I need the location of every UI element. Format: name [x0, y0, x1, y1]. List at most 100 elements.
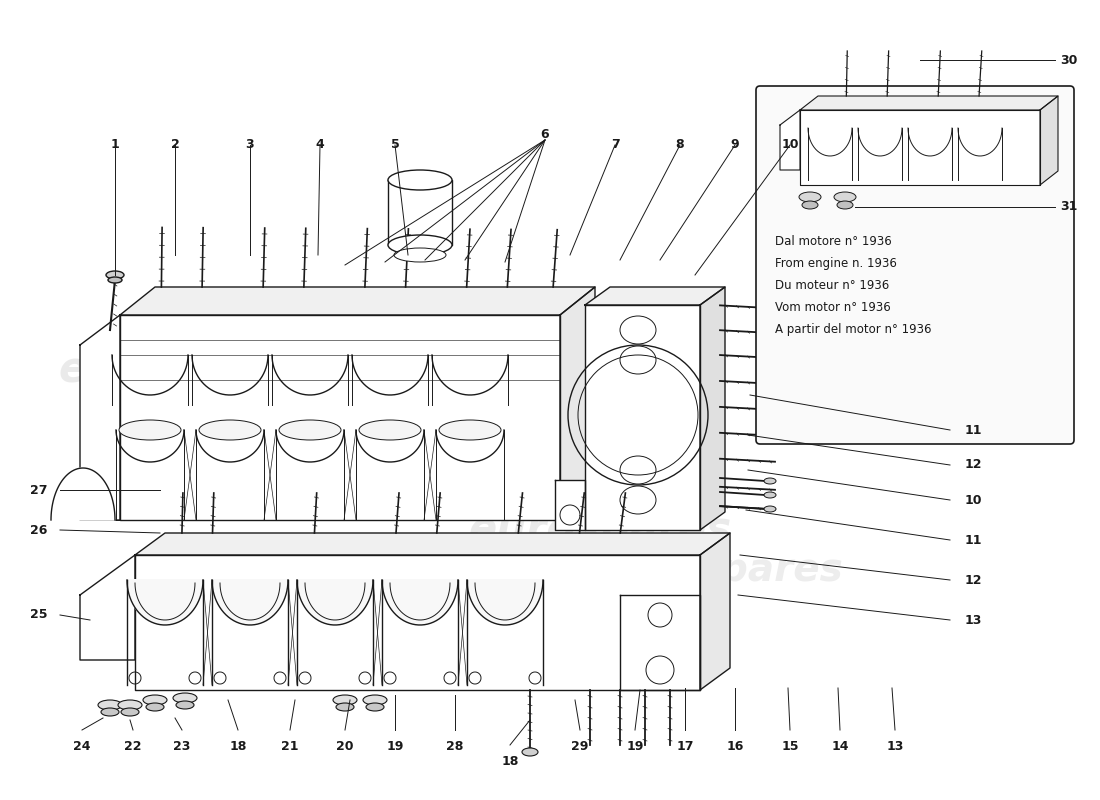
Ellipse shape — [121, 708, 139, 716]
Text: 7: 7 — [610, 138, 619, 151]
Polygon shape — [585, 287, 725, 305]
Text: 9: 9 — [730, 138, 739, 151]
Polygon shape — [212, 580, 288, 625]
Polygon shape — [468, 580, 543, 625]
Text: 26: 26 — [30, 523, 47, 537]
Ellipse shape — [802, 201, 818, 209]
Polygon shape — [120, 315, 560, 520]
Text: 29: 29 — [571, 740, 588, 753]
Ellipse shape — [119, 420, 182, 440]
Ellipse shape — [773, 309, 786, 315]
Text: 11: 11 — [965, 534, 982, 546]
Polygon shape — [51, 468, 116, 520]
Polygon shape — [80, 315, 120, 520]
Text: eurospares: eurospares — [469, 509, 732, 551]
Text: 30: 30 — [1060, 54, 1077, 66]
Ellipse shape — [834, 192, 856, 202]
Polygon shape — [135, 555, 700, 690]
Text: 18: 18 — [229, 740, 246, 753]
Ellipse shape — [101, 708, 119, 716]
Polygon shape — [700, 287, 725, 530]
Text: 19: 19 — [386, 740, 404, 753]
Ellipse shape — [764, 492, 776, 498]
Text: 11: 11 — [965, 423, 982, 437]
Polygon shape — [780, 110, 800, 170]
Ellipse shape — [173, 693, 197, 703]
Text: eurospares: eurospares — [58, 349, 321, 391]
Text: 12: 12 — [965, 458, 982, 471]
Polygon shape — [135, 533, 730, 555]
Ellipse shape — [143, 695, 167, 705]
Polygon shape — [297, 580, 373, 625]
Polygon shape — [388, 180, 452, 245]
Polygon shape — [585, 305, 700, 530]
Ellipse shape — [366, 703, 384, 711]
FancyBboxPatch shape — [756, 86, 1074, 444]
Text: 1: 1 — [111, 138, 120, 151]
Ellipse shape — [176, 701, 194, 709]
Ellipse shape — [199, 420, 261, 440]
Text: eurospares: eurospares — [298, 319, 562, 361]
Ellipse shape — [106, 271, 124, 279]
Ellipse shape — [799, 192, 821, 202]
Text: 28: 28 — [447, 740, 464, 753]
Text: 10: 10 — [781, 138, 799, 151]
Ellipse shape — [333, 695, 358, 705]
Polygon shape — [620, 595, 700, 690]
Ellipse shape — [764, 506, 776, 512]
Polygon shape — [560, 287, 595, 520]
Text: 6: 6 — [541, 129, 549, 142]
Text: 25: 25 — [30, 609, 47, 622]
Text: 18: 18 — [502, 755, 519, 768]
Ellipse shape — [98, 700, 122, 710]
Ellipse shape — [146, 703, 164, 711]
Text: 13: 13 — [887, 740, 904, 753]
Text: 22: 22 — [124, 740, 142, 753]
Text: 10: 10 — [965, 494, 982, 506]
Text: Vom motor n° 1936: Vom motor n° 1936 — [776, 301, 891, 314]
Text: 3: 3 — [245, 138, 254, 151]
Polygon shape — [382, 580, 458, 625]
Text: 16: 16 — [726, 740, 744, 753]
Ellipse shape — [108, 277, 122, 283]
Ellipse shape — [359, 420, 421, 440]
Text: 31: 31 — [1060, 201, 1077, 214]
Text: Dal motore n° 1936: Dal motore n° 1936 — [776, 235, 892, 248]
Text: A partir del motor n° 1936: A partir del motor n° 1936 — [776, 323, 932, 336]
Ellipse shape — [439, 420, 500, 440]
Text: 17: 17 — [676, 740, 694, 753]
Ellipse shape — [336, 703, 354, 711]
Polygon shape — [556, 480, 585, 530]
Ellipse shape — [764, 478, 776, 484]
Ellipse shape — [118, 700, 142, 710]
Ellipse shape — [394, 248, 446, 262]
Text: 27: 27 — [30, 483, 47, 497]
Polygon shape — [800, 96, 1058, 110]
Text: 20: 20 — [337, 740, 354, 753]
Polygon shape — [120, 287, 595, 315]
Ellipse shape — [279, 420, 341, 440]
Text: 13: 13 — [965, 614, 982, 626]
Text: eurospares: eurospares — [597, 551, 843, 589]
Text: 2: 2 — [170, 138, 179, 151]
Ellipse shape — [388, 170, 452, 190]
Text: 8: 8 — [675, 138, 684, 151]
Text: 12: 12 — [965, 574, 982, 586]
Text: 14: 14 — [832, 740, 849, 753]
Polygon shape — [800, 110, 1040, 185]
Ellipse shape — [773, 332, 786, 338]
Polygon shape — [126, 580, 204, 625]
Text: 23: 23 — [174, 740, 190, 753]
Polygon shape — [80, 555, 135, 660]
Text: 5: 5 — [390, 138, 399, 151]
Ellipse shape — [522, 748, 538, 756]
Ellipse shape — [773, 355, 786, 361]
Text: Du moteur n° 1936: Du moteur n° 1936 — [776, 279, 889, 292]
Ellipse shape — [837, 201, 852, 209]
Text: 24: 24 — [74, 740, 90, 753]
Text: 19: 19 — [626, 740, 644, 753]
Polygon shape — [1040, 96, 1058, 185]
Text: 15: 15 — [781, 740, 799, 753]
Text: 21: 21 — [282, 740, 299, 753]
Ellipse shape — [773, 379, 786, 385]
